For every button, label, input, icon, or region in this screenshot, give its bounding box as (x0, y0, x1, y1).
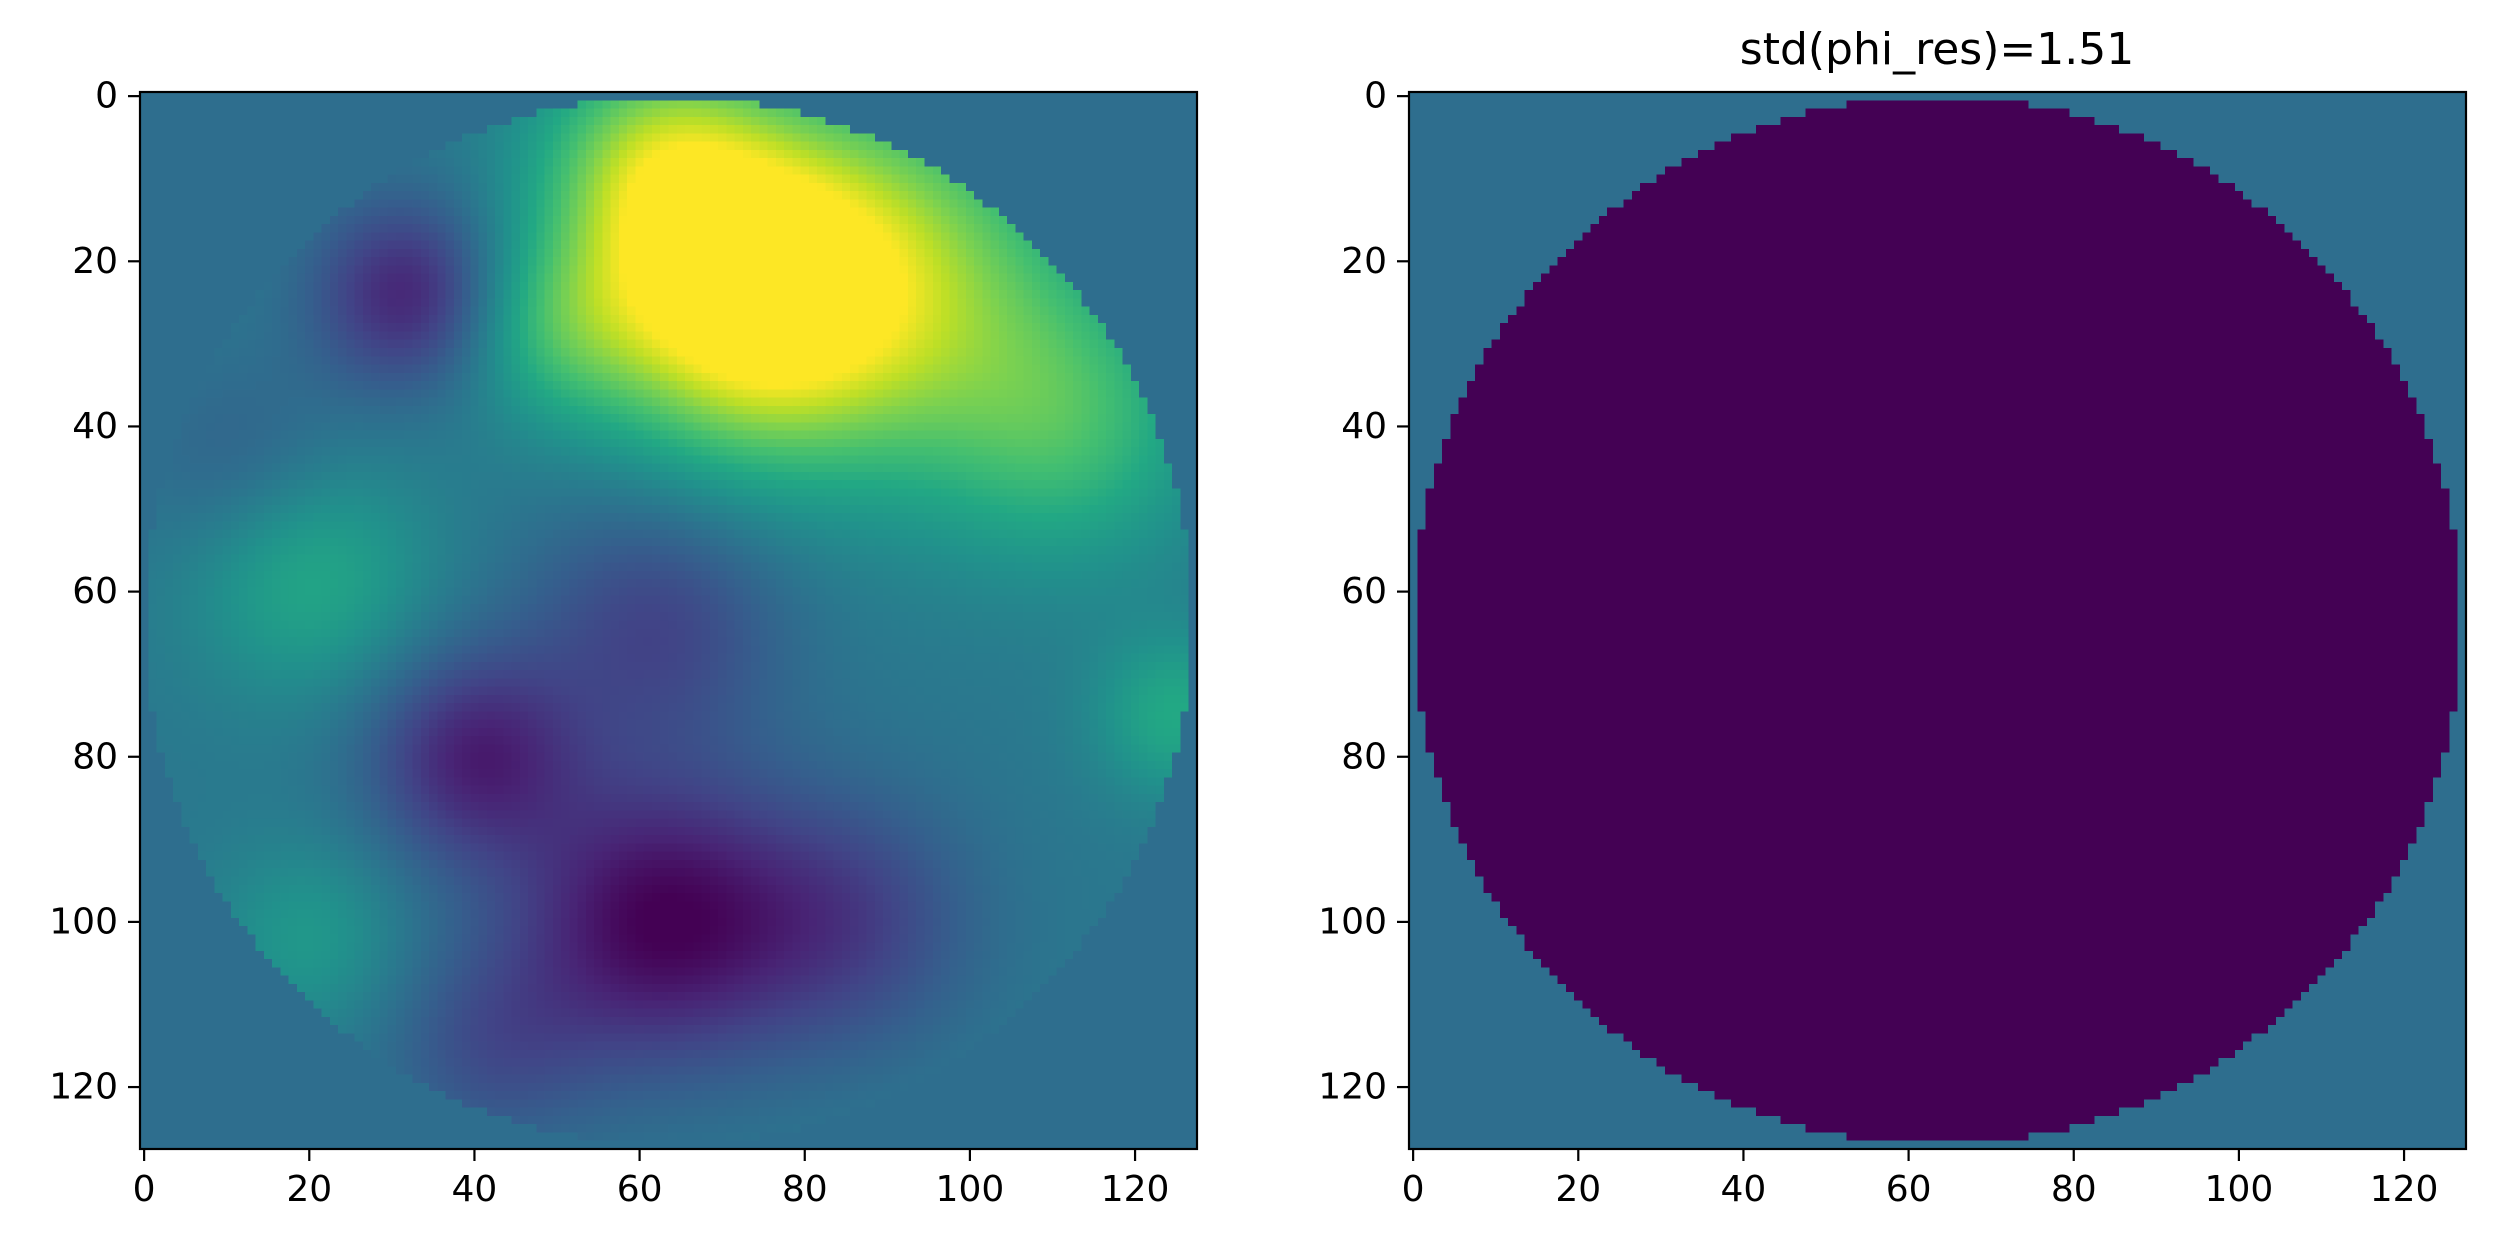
left-axes-frame (138, 90, 1199, 1151)
right-axes-frame (1407, 90, 2468, 1151)
y-tick-label: 100 (49, 901, 118, 942)
y-tick-label: 120 (49, 1067, 118, 1108)
left-tick-marks (128, 95, 1137, 1161)
y-tick-label: 120 (1318, 1067, 1387, 1108)
left-y-tick-labels: 0 20 40 60 80 100 120 (49, 76, 118, 1108)
phase-map-image (140, 92, 1197, 1149)
x-tick-label: 20 (1555, 1169, 1601, 1210)
x-tick-label: 40 (1721, 1169, 1767, 1210)
right-x-tick-labels: 0 20 40 60 80 100 120 (1402, 1169, 2439, 1210)
x-tick-label: 80 (2051, 1169, 2097, 1210)
x-tick-label: 60 (617, 1169, 663, 1210)
left-x-tick-labels: 0 20 40 60 80 100 120 (133, 1169, 1170, 1210)
x-tick-label: 0 (133, 1169, 156, 1210)
y-tick-label: 60 (72, 571, 118, 612)
y-tick-label: 40 (1341, 406, 1387, 447)
x-tick-label: 80 (782, 1169, 828, 1210)
y-tick-label: 100 (1318, 901, 1387, 942)
x-tick-label: 100 (2205, 1169, 2274, 1210)
x-tick-label: 100 (936, 1169, 1005, 1210)
y-tick-label: 80 (72, 736, 118, 777)
right-residual-map-panel: std(phi_res)=1.51 0 20 40 60 80 100 120 … (1318, 24, 2468, 1210)
y-tick-label: 0 (1364, 76, 1387, 117)
chart-title: std(phi_res)=1.51 (1740, 24, 2134, 75)
y-tick-label: 60 (1341, 571, 1387, 612)
y-tick-label: 20 (1341, 241, 1387, 282)
x-tick-label: 120 (1101, 1169, 1170, 1210)
x-tick-label: 60 (1886, 1169, 1932, 1210)
right-y-tick-labels: 0 20 40 60 80 100 120 (1318, 76, 1387, 1108)
x-tick-label: 40 (452, 1169, 498, 1210)
x-tick-label: 120 (2370, 1169, 2439, 1210)
right-tick-marks (1397, 95, 2406, 1161)
x-tick-label: 0 (1402, 1169, 1425, 1210)
x-tick-label: 20 (286, 1169, 332, 1210)
y-tick-label: 0 (95, 76, 118, 117)
y-tick-label: 80 (1341, 736, 1387, 777)
y-tick-label: 20 (72, 241, 118, 282)
y-tick-label: 40 (72, 406, 118, 447)
left-phase-map-panel: 0 20 40 60 80 100 120 0 20 40 60 80 100 … (49, 76, 1199, 1210)
residual-map-image (1409, 92, 2466, 1149)
